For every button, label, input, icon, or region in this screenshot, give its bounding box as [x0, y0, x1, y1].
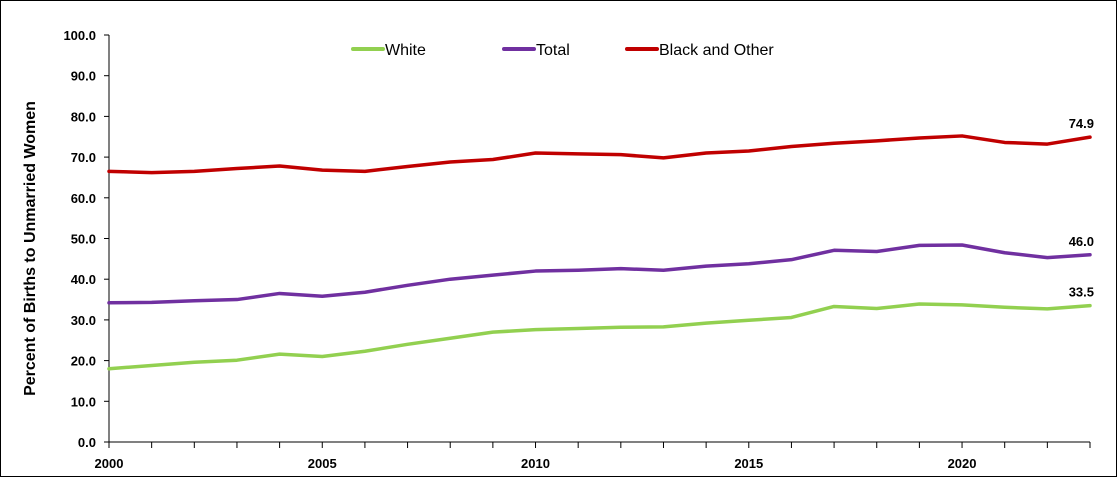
y-tick-label: 0.0 [78, 435, 96, 450]
x-tick-label: 2020 [948, 456, 977, 471]
series-line-total [107, 243, 1092, 305]
y-tick-label: 100.0 [63, 28, 96, 43]
y-tick-label: 80.0 [71, 109, 96, 124]
end-labels: 33.5 46.0 74.9 [1069, 116, 1094, 299]
legend-label-white: White [385, 42, 426, 59]
series-lines [107, 134, 1092, 371]
axes [108, 35, 1090, 443]
y-tick-label: 20.0 [71, 354, 96, 369]
y-tick-label: 70.0 [71, 150, 96, 165]
y-tick-label: 50.0 [71, 232, 96, 247]
x-tick-label: 2015 [734, 456, 763, 471]
x-tick-label: 2005 [308, 456, 337, 471]
series-line-black-and-other [107, 134, 1092, 175]
x-tick-label: 2010 [521, 456, 550, 471]
x-tick-label: 2000 [95, 456, 124, 471]
data-label-total: 46.0 [1069, 234, 1094, 249]
legend-label-total: Total [536, 42, 570, 59]
legend-label-black-and-other: Black and Other [659, 42, 774, 59]
y-tick-label: 90.0 [71, 69, 96, 84]
series-line-white [107, 302, 1092, 371]
legend: White Total Black and Other [351, 42, 774, 59]
y-axis-label: Percent of Births to Unmarried Women [22, 101, 39, 396]
y-axis-ticks: 0.0 10.0 20.0 30.0 40.0 50.0 60.0 70.0 80.0 90.0 1… [63, 28, 109, 450]
y-tick-label: 10.0 [71, 394, 96, 409]
y-tick-label: 30.0 [71, 313, 96, 328]
data-label-black-and-other: 74.9 [1069, 116, 1094, 131]
data-label-white: 33.5 [1069, 285, 1094, 300]
y-tick-label: 60.0 [71, 191, 96, 206]
x-axis-ticks: 2000 2005 2010 2015 2020 [95, 442, 1091, 471]
y-tick-label: 40.0 [71, 272, 96, 287]
